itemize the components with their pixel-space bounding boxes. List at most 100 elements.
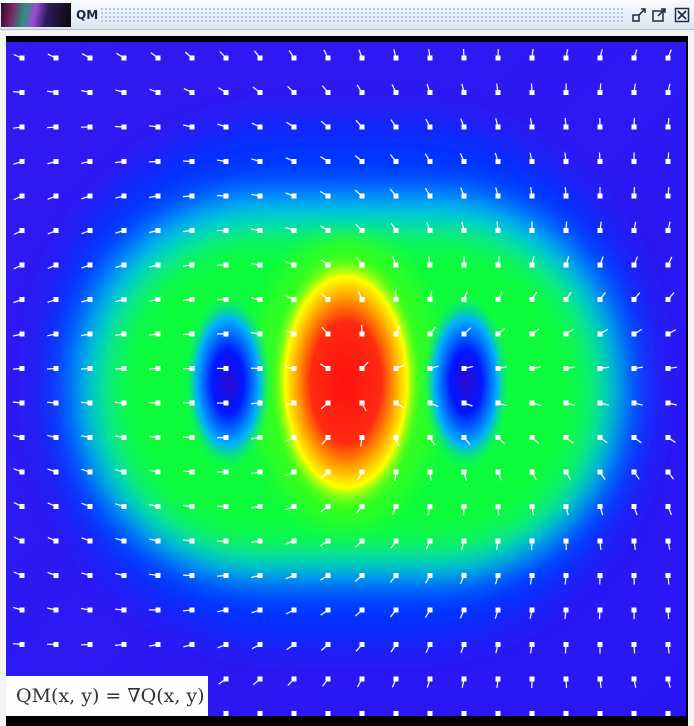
vector-arrow-base xyxy=(121,400,127,406)
vector-arrow-base xyxy=(53,55,59,61)
vector-arrow-base xyxy=(155,228,161,233)
vector-arrow-base xyxy=(529,193,535,199)
vector-arrow-base xyxy=(121,504,127,509)
vector-arrow-base xyxy=(257,55,263,61)
vector-arrow-base xyxy=(597,400,603,406)
title-bar-grip[interactable] xyxy=(100,7,624,23)
vector-arrow-base xyxy=(597,90,603,95)
vector-arrow-base xyxy=(155,538,161,544)
vector-arrow-base xyxy=(19,504,25,509)
vector-arrow-base xyxy=(631,193,637,199)
vector-arrow-base xyxy=(359,228,365,233)
vector-arrow-base xyxy=(19,297,25,302)
vector-arrow-base xyxy=(121,159,127,164)
vector-arrow-base xyxy=(325,400,331,406)
vector-arrow-base xyxy=(563,400,569,406)
vector-arrow-base xyxy=(155,90,161,95)
vector-arrow-base xyxy=(631,435,637,440)
vector-arrow-base xyxy=(257,711,263,716)
vector-arrow-base xyxy=(359,159,365,164)
vector-arrow-base xyxy=(189,193,195,199)
vector-arrow-base xyxy=(563,228,569,233)
vector-arrow-base xyxy=(461,573,467,578)
vector-arrow-base xyxy=(393,607,399,613)
vector-arrow-base xyxy=(359,676,365,682)
formula-caption: QM(x, y) = ∇Q(x, y) xyxy=(6,676,208,716)
vector-arrow-base xyxy=(427,90,433,95)
vector-arrow-base xyxy=(87,400,93,406)
vector-arrow-base xyxy=(563,262,569,268)
vector-arrow-base xyxy=(427,711,433,716)
vector-arrow-base xyxy=(427,435,433,440)
vector-arrow-base xyxy=(495,711,501,716)
vector-arrow-base xyxy=(291,573,297,578)
vector-arrow-base xyxy=(291,538,297,544)
vector-arrow-base xyxy=(393,469,399,475)
vector-arrow-base xyxy=(257,642,263,647)
vector-arrow-base xyxy=(393,262,399,268)
vector-arrow-base xyxy=(291,400,297,406)
vector-arrow-base xyxy=(461,159,467,164)
vector-arrow-base xyxy=(19,228,25,233)
vector-arrow-base xyxy=(53,538,59,544)
vector-arrow-base xyxy=(393,573,399,578)
vector-arrow-base xyxy=(53,228,59,233)
vector-arrow-base xyxy=(665,607,671,613)
vector-arrow-base xyxy=(359,400,365,406)
maximize-icon[interactable] xyxy=(651,7,667,23)
vector-arrow-base xyxy=(461,607,467,613)
title-bar[interactable]: QM xyxy=(0,0,694,30)
vector-arrow-base xyxy=(427,366,433,371)
vector-arrow-base xyxy=(529,90,535,95)
vector-arrow-base xyxy=(223,124,229,130)
vector-arrow-base xyxy=(19,400,25,406)
vector-arrow-base xyxy=(529,297,535,302)
vector-arrow-base xyxy=(189,607,195,613)
vector-arrow-base xyxy=(427,297,433,302)
vector-arrow-base xyxy=(257,159,263,164)
vector-arrow-base xyxy=(87,607,93,613)
vector-arrow-base xyxy=(291,676,297,682)
vector-arrow-base xyxy=(495,297,501,302)
vector-arrows xyxy=(12,48,677,716)
vector-arrow-base xyxy=(19,90,25,95)
vector-arrow-base xyxy=(121,538,127,544)
vector-arrow-base xyxy=(121,124,127,130)
vector-arrow-base xyxy=(155,642,161,647)
vector-arrow-base xyxy=(461,469,467,475)
vector-arrow-base xyxy=(427,228,433,233)
vector-arrow-base xyxy=(563,538,569,544)
vector-arrow-base xyxy=(223,297,229,302)
vector-arrow-base xyxy=(223,504,229,509)
vector-arrow-base xyxy=(359,366,365,371)
vector-arrow-base xyxy=(563,642,569,647)
vector-arrow-base xyxy=(427,262,433,268)
close-icon[interactable] xyxy=(674,7,690,23)
vector-arrow-base xyxy=(19,159,25,164)
vector-arrow-base xyxy=(325,366,331,371)
vector-arrow-base xyxy=(359,469,365,475)
vector-arrow-base xyxy=(325,55,331,61)
vector-arrow-base xyxy=(121,262,127,268)
vector-arrow-base xyxy=(291,331,297,337)
vector-arrow-base xyxy=(53,193,59,199)
heatmap-minimum-right xyxy=(421,292,511,472)
heatmap-minimum-left xyxy=(183,292,273,472)
vector-arrow-base xyxy=(597,331,603,337)
vector-arrow-base xyxy=(257,435,263,440)
vector-arrow-base xyxy=(461,55,467,61)
vector-arrow-base xyxy=(563,297,569,302)
vector-arrow-base xyxy=(87,642,93,647)
vector-arrow-base xyxy=(461,297,467,302)
vector-arrow-base xyxy=(189,538,195,544)
vector-arrow-base xyxy=(223,90,229,95)
restore-icon[interactable] xyxy=(631,7,647,23)
vector-arrow-base xyxy=(53,331,59,337)
vector-arrow-base xyxy=(53,90,59,95)
vector-arrow-base xyxy=(359,331,365,337)
vector-arrow-base xyxy=(257,262,263,268)
vector-arrow-base xyxy=(291,435,297,440)
vector-arrow-base xyxy=(529,400,535,406)
vector-arrow-base xyxy=(665,124,671,130)
vector-arrow-base xyxy=(393,435,399,440)
